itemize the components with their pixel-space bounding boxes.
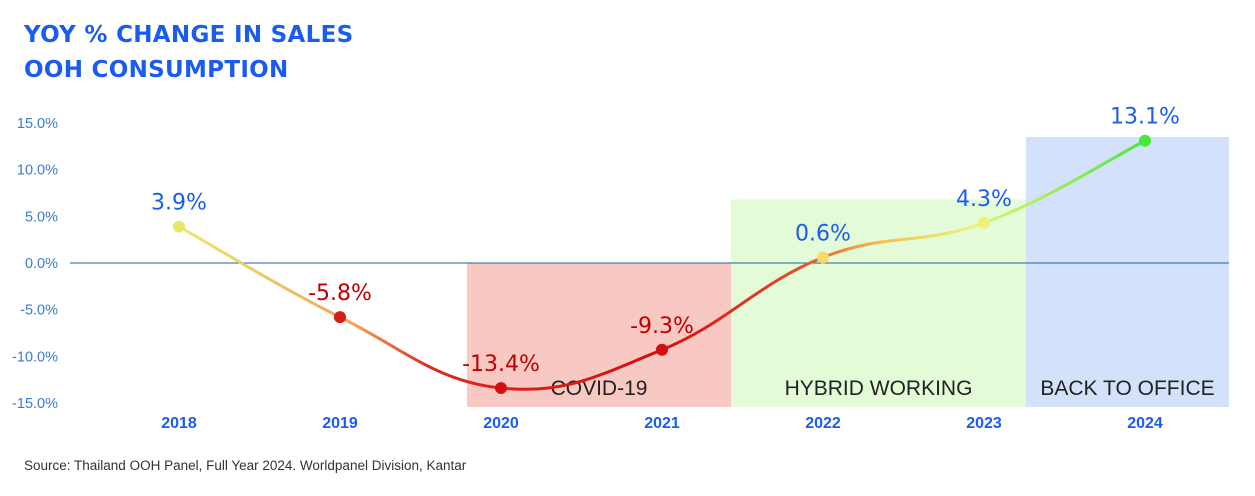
data-point-2019 <box>334 311 346 324</box>
period-label-3: BACK TO OFFICE <box>1040 377 1214 400</box>
source-note: Source: Thailand OOH Panel, Full Year 20… <box>24 458 467 473</box>
data-label-2024: 13.1% <box>1110 105 1180 130</box>
period-bands: COVID-19 HYBRID WORKING BACK TO OFFICE <box>467 137 1229 407</box>
y-tick-label: 10.0% <box>17 163 58 179</box>
data-label-2020: -13.4% <box>462 352 540 377</box>
data-point-2022 <box>817 251 829 264</box>
x-tick-label: 2020 <box>483 415 519 432</box>
chart-title-line-1: YOY % CHANGE IN SALES <box>24 22 354 48</box>
y-tick-label: -5.0% <box>20 303 58 319</box>
x-tick-label: 2019 <box>322 415 358 432</box>
data-label-2021: -9.3% <box>630 314 694 339</box>
period-label-2: HYBRID WORKING <box>785 377 973 400</box>
y-tick-label: 15.0% <box>17 116 58 132</box>
y-axis: 15.0% 10.0% 5.0% 0.0% -5.0% -10.0% -15.0% <box>12 116 58 412</box>
period-label-1: COVID-19 <box>551 377 648 400</box>
data-label-2018: 3.9% <box>151 191 207 216</box>
y-tick-label: 0.0% <box>25 256 58 272</box>
x-axis: 2018 2019 2020 2021 2022 2023 2024 <box>161 415 1163 432</box>
y-tick-label: -15.0% <box>12 396 58 412</box>
data-point-2018 <box>173 220 185 233</box>
data-label-2023: 4.3% <box>956 187 1012 212</box>
x-tick-label: 2018 <box>161 415 197 432</box>
chart-title-line-2: OOH CONSUMPTION <box>24 57 289 83</box>
period-band-3 <box>1026 137 1229 407</box>
y-tick-label: -10.0% <box>12 349 58 365</box>
x-tick-label: 2023 <box>966 415 1002 432</box>
data-point-2024 <box>1139 134 1151 147</box>
data-point-2020 <box>495 382 507 395</box>
x-tick-label: 2022 <box>805 415 841 432</box>
period-band-2 <box>731 199 1026 407</box>
data-point-2021 <box>656 343 668 356</box>
chart-title: YOY % CHANGE IN SALES OOH CONSUMPTION <box>24 18 353 88</box>
data-point-2023 <box>978 216 990 229</box>
data-points: 3.9% -5.8% -13.4% -9.3% 0.6% 4.3% 13.1% <box>151 105 1180 395</box>
x-tick-label: 2024 <box>1127 415 1163 432</box>
data-label-2022: 0.6% <box>795 221 851 246</box>
data-label-2019: -5.8% <box>308 281 372 306</box>
period-band-1 <box>467 263 731 407</box>
x-tick-label: 2021 <box>644 415 680 432</box>
y-tick-label: 5.0% <box>25 209 58 225</box>
